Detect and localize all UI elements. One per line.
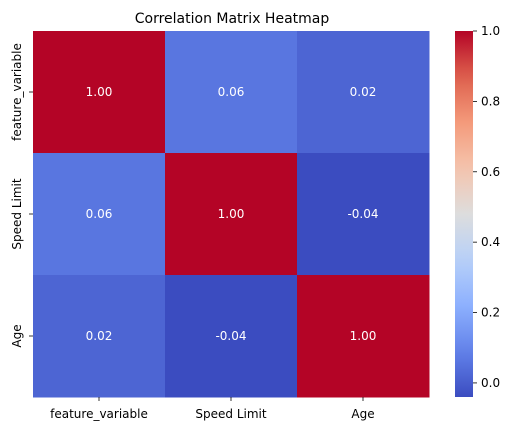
heatmap-cell xyxy=(165,31,298,154)
heatmap-cell xyxy=(165,275,298,398)
cell-value-label: 0.02 xyxy=(350,85,377,99)
x-tick-label: feature_variable xyxy=(50,407,148,421)
heatmap-cell xyxy=(297,275,430,398)
colorbar-axis: 0.0 0.2 0.4 0.6 0.8 1.0 xyxy=(473,24,500,390)
cell-value-label: 1.00 xyxy=(218,207,245,221)
x-axis: feature_variable Speed Limit Age xyxy=(50,397,375,421)
colorbar xyxy=(455,31,473,397)
cell-value-label: 0.06 xyxy=(86,207,113,221)
cell-value-label: 0.02 xyxy=(86,329,113,343)
cell-value-label: 1.00 xyxy=(86,85,113,99)
heatmap-cell xyxy=(165,153,298,276)
y-tick-label: feature_variable xyxy=(10,43,24,141)
colorbar-tick-label: 0.2 xyxy=(481,306,500,320)
heatmap-cell xyxy=(33,31,166,154)
heatmap-cell xyxy=(33,153,166,276)
cell-value-label: -0.04 xyxy=(347,207,378,221)
y-tick-label: Speed Limit xyxy=(10,178,24,249)
colorbar-tick-label: 0.4 xyxy=(481,235,500,249)
x-tick-label: Age xyxy=(351,407,374,421)
colorbar-tick-label: 0.8 xyxy=(481,94,500,108)
heatmap-cell xyxy=(297,153,430,276)
cell-value-label: 0.06 xyxy=(218,85,245,99)
x-tick-label: Speed Limit xyxy=(195,407,266,421)
heatmap-cell-labels: 1.00 0.06 0.02 0.06 1.00 -0.04 0.02 -0.04 1.00 xyxy=(86,85,379,343)
chart-title: Correlation Matrix Heatmap xyxy=(135,11,330,27)
y-axis: feature_variable Speed Limit Age xyxy=(10,43,33,348)
heatmap-cell xyxy=(297,31,430,154)
colorbar-gradient xyxy=(455,31,473,397)
colorbar-tick-label: 1.0 xyxy=(481,24,500,38)
colorbar-tick-label: 0.6 xyxy=(481,165,500,179)
cell-value-label: 1.00 xyxy=(350,329,377,343)
colorbar-tick-label: 0.0 xyxy=(481,376,500,390)
heatmap-cells xyxy=(33,31,430,398)
heatmap-cell xyxy=(33,275,166,398)
y-tick-label: Age xyxy=(10,324,24,347)
cell-value-label: -0.04 xyxy=(215,329,246,343)
